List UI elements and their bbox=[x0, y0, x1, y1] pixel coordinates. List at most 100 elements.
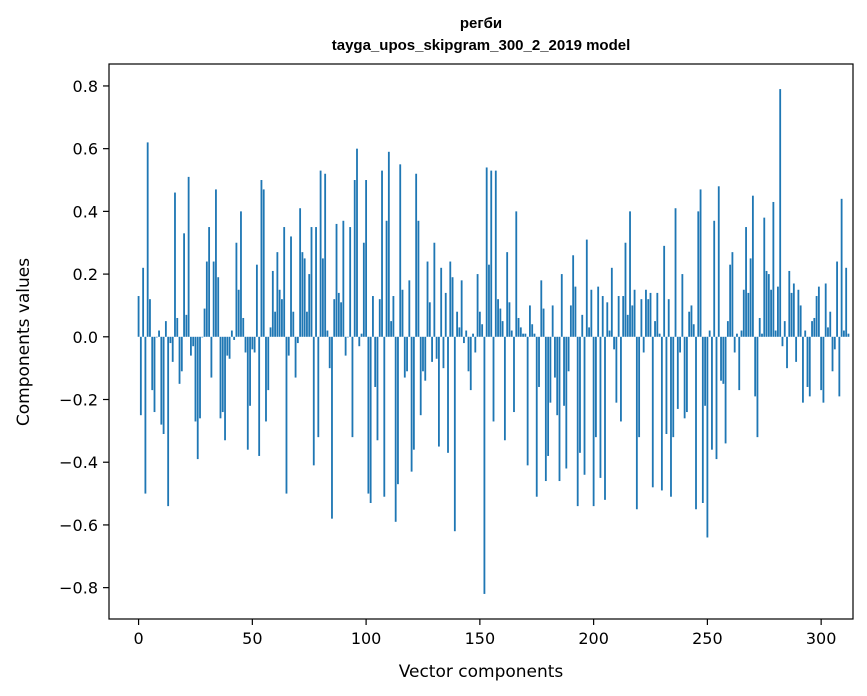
bar bbox=[790, 292, 793, 337]
bar bbox=[205, 261, 208, 337]
bar bbox=[799, 305, 802, 337]
bar bbox=[781, 336, 784, 347]
bar bbox=[804, 330, 807, 337]
bar bbox=[645, 289, 647, 337]
bar bbox=[665, 336, 668, 434]
bar bbox=[508, 302, 511, 337]
bar bbox=[180, 336, 183, 372]
y-axis-label: Components values bbox=[14, 258, 34, 426]
bar bbox=[351, 336, 354, 438]
bar bbox=[501, 321, 504, 337]
x-tick-label: 0 bbox=[133, 629, 143, 648]
bar bbox=[838, 336, 841, 397]
bar bbox=[346, 336, 349, 338]
bar bbox=[340, 302, 342, 337]
bar bbox=[656, 292, 659, 337]
bar bbox=[438, 336, 440, 447]
bar bbox=[660, 336, 663, 491]
bar bbox=[190, 336, 192, 356]
bar bbox=[683, 336, 686, 419]
bar bbox=[153, 336, 156, 413]
bar bbox=[604, 336, 606, 500]
bar bbox=[226, 336, 229, 356]
bar bbox=[576, 336, 579, 507]
bar bbox=[324, 173, 327, 337]
bar bbox=[274, 311, 276, 337]
bar bbox=[392, 296, 395, 337]
bar bbox=[506, 252, 509, 337]
bar bbox=[221, 336, 224, 413]
bar bbox=[820, 336, 823, 391]
bar bbox=[783, 321, 786, 337]
bar bbox=[529, 305, 531, 337]
bar bbox=[178, 336, 181, 384]
bar bbox=[228, 336, 231, 359]
bar bbox=[328, 336, 331, 369]
bar bbox=[319, 170, 322, 337]
bar bbox=[697, 211, 700, 337]
bar bbox=[142, 267, 145, 337]
bar bbox=[171, 336, 174, 362]
bar bbox=[469, 336, 472, 391]
bar bbox=[278, 289, 281, 337]
bar bbox=[208, 227, 211, 337]
bar bbox=[724, 336, 727, 444]
bar bbox=[774, 330, 777, 337]
bar bbox=[658, 333, 661, 337]
bar bbox=[522, 333, 524, 337]
bar bbox=[490, 170, 493, 337]
bar bbox=[478, 311, 481, 337]
bar bbox=[633, 289, 636, 337]
bar bbox=[333, 299, 336, 337]
bar bbox=[549, 336, 552, 403]
bar bbox=[706, 336, 709, 538]
bar bbox=[640, 299, 643, 337]
chart-subtitle: tayga_upos_skipgram_300_2_2019 model bbox=[332, 37, 631, 54]
bar bbox=[308, 274, 311, 337]
bar bbox=[378, 299, 381, 337]
bar bbox=[551, 305, 554, 337]
bar bbox=[845, 267, 848, 337]
bar bbox=[194, 336, 197, 422]
bar bbox=[387, 151, 390, 337]
bar bbox=[726, 321, 729, 337]
bar bbox=[169, 336, 172, 344]
bar bbox=[544, 336, 547, 482]
bar bbox=[667, 299, 670, 337]
bar bbox=[481, 324, 484, 337]
bar bbox=[419, 336, 422, 416]
bar bbox=[663, 245, 666, 337]
bar bbox=[590, 289, 593, 337]
bar bbox=[151, 336, 154, 391]
bar bbox=[745, 227, 747, 337]
bar bbox=[397, 336, 399, 485]
bar bbox=[283, 227, 286, 337]
bar bbox=[312, 336, 315, 466]
bar bbox=[535, 336, 538, 497]
bar bbox=[187, 176, 190, 337]
bar bbox=[315, 227, 317, 337]
bar bbox=[686, 336, 688, 413]
bar bbox=[453, 336, 456, 532]
bar bbox=[754, 336, 757, 397]
bar bbox=[381, 170, 383, 337]
y-tick-label: 0.2 bbox=[73, 265, 98, 284]
x-tick-label: 200 bbox=[578, 629, 609, 648]
bar bbox=[337, 292, 340, 337]
bar bbox=[408, 280, 411, 337]
bar bbox=[827, 327, 829, 337]
bar bbox=[713, 220, 716, 337]
x-tick-label: 250 bbox=[692, 629, 723, 648]
bar bbox=[569, 305, 572, 337]
x-tick-label: 300 bbox=[806, 629, 837, 648]
bar bbox=[185, 314, 188, 337]
bar bbox=[847, 333, 850, 337]
bar bbox=[622, 296, 625, 337]
plot-frame bbox=[108, 63, 854, 620]
bar bbox=[176, 317, 179, 337]
bar bbox=[772, 201, 775, 337]
bar bbox=[155, 336, 158, 338]
bar bbox=[440, 267, 443, 337]
bar bbox=[299, 208, 302, 337]
bar bbox=[563, 336, 565, 406]
